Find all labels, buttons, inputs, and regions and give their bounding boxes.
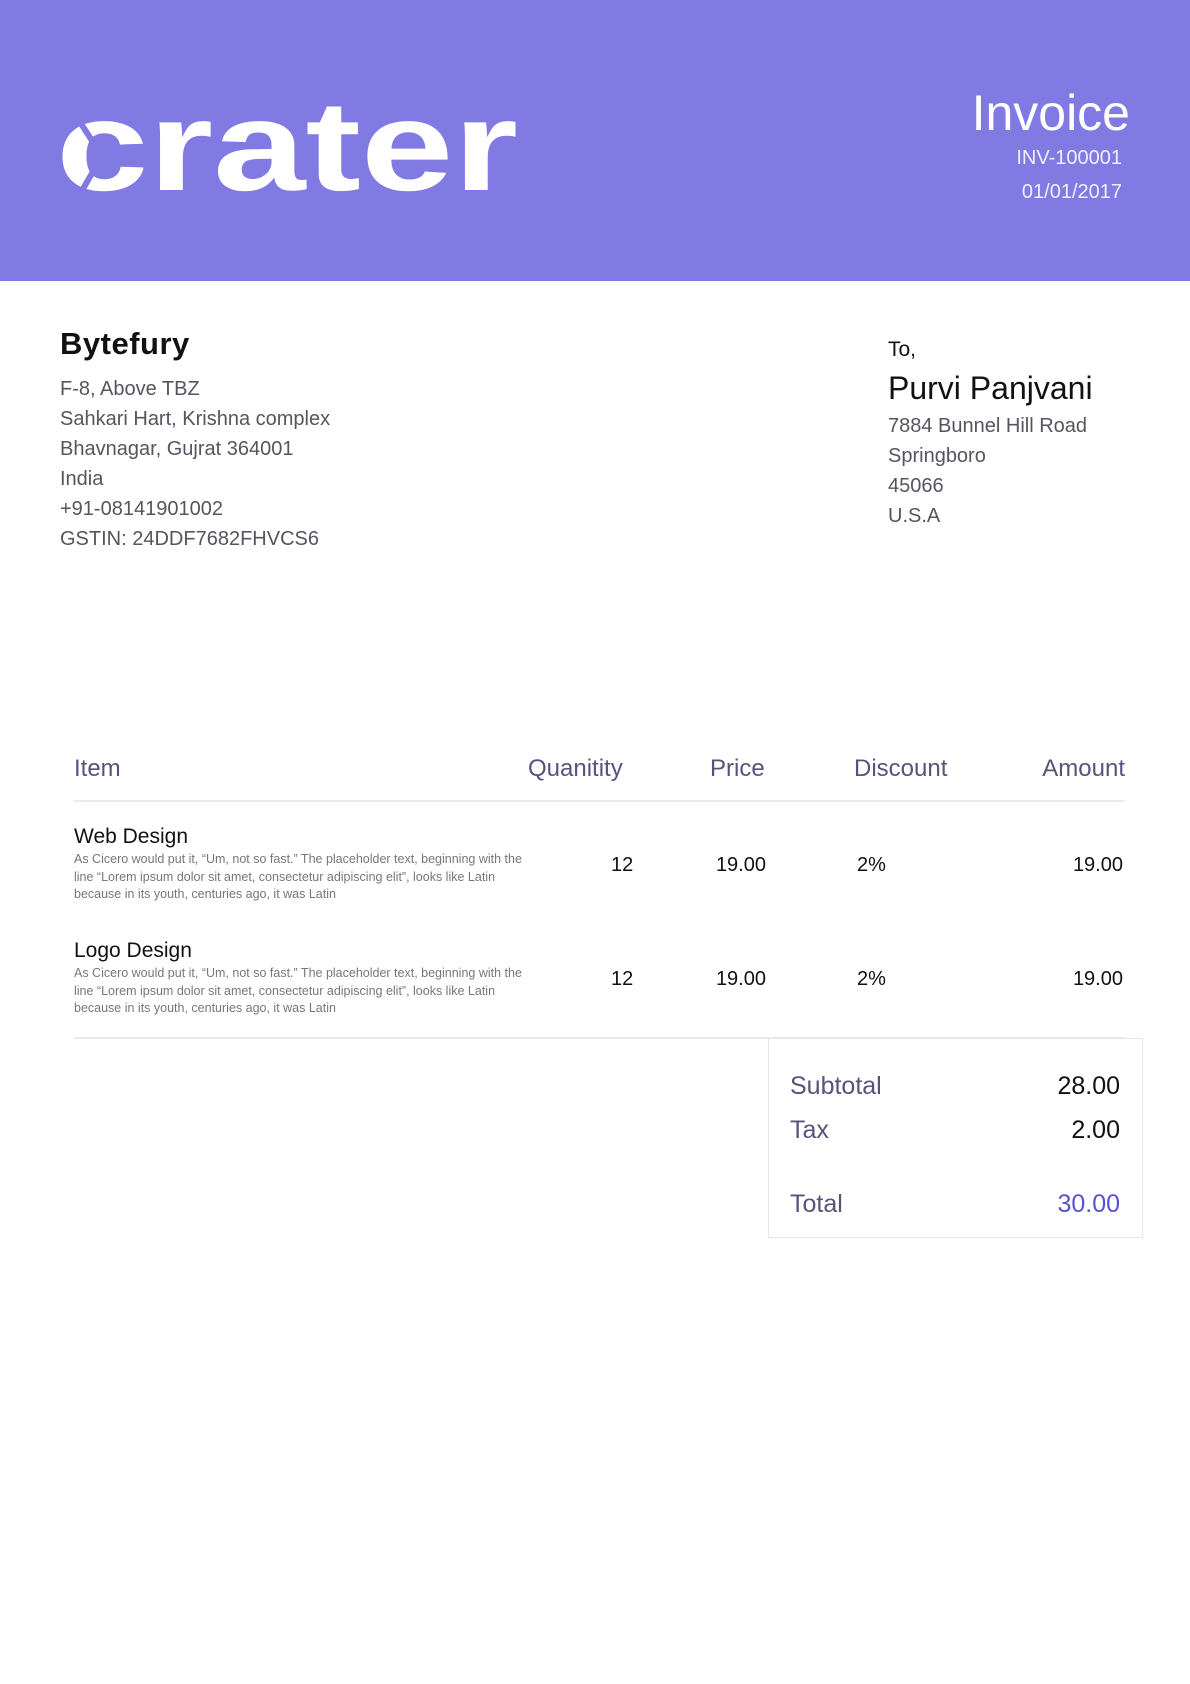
company-name: Bytefury bbox=[60, 326, 190, 361]
invoice-date: 01/01/2017 bbox=[1021, 181, 1122, 203]
company-phone: +91-08141901002 bbox=[60, 498, 223, 520]
company-address-line: Sahkari Hart, Krishna complex bbox=[60, 408, 331, 430]
tax-value: 2.00 bbox=[1071, 1116, 1120, 1144]
tax-label: Tax bbox=[790, 1116, 829, 1144]
header-divider bbox=[74, 800, 1125, 802]
header-discount: Discount bbox=[854, 755, 948, 782]
subtotal-label: Subtotal bbox=[790, 1072, 882, 1100]
item-description: As Cicero would put it, “Um, not so fast… bbox=[74, 852, 522, 901]
invoice-number: INV-100001 bbox=[1016, 147, 1122, 169]
item-discount: 2% bbox=[857, 854, 886, 876]
total-value: 30.00 bbox=[1057, 1190, 1120, 1218]
item-quantity: 12 bbox=[611, 968, 634, 990]
item-name: Logo Design bbox=[74, 939, 192, 962]
billing-prefix: To, bbox=[888, 338, 917, 361]
svg-text:crater: crater bbox=[56, 86, 518, 198]
item-discount: 2% bbox=[857, 968, 886, 990]
total-label: Total bbox=[790, 1190, 843, 1218]
header-price: Price bbox=[710, 755, 765, 782]
billing-name: Purvi Panjvani bbox=[888, 370, 1093, 406]
invoice-title: Invoice bbox=[971, 85, 1130, 141]
item-name: Web Design bbox=[74, 825, 189, 848]
invoice-header: crater Invoice INV-100001 01/01/2017 bbox=[0, 0, 1190, 281]
company-address-line: Bhavnagar, Gujrat 364001 bbox=[60, 438, 294, 460]
crater-logo: crater bbox=[56, 86, 518, 198]
item-description: As Cicero would put it, “Um, not so fast… bbox=[74, 966, 522, 1015]
item-price: 19.00 bbox=[715, 854, 766, 876]
billing-address-line: 7884 Bunnel Hill Road bbox=[888, 415, 1088, 437]
item-amount: 19.00 bbox=[1072, 968, 1123, 990]
company-gstin: GSTIN: 24DDF7682FHVCS6 bbox=[60, 528, 319, 550]
header-amount: Amount bbox=[1042, 755, 1125, 782]
company-address-line: F-8, Above TBZ bbox=[60, 378, 200, 400]
subtotal-value: 28.00 bbox=[1057, 1072, 1120, 1100]
item-quantity: 12 bbox=[611, 854, 634, 876]
billing-address-line: 45066 bbox=[888, 475, 944, 497]
billing-address-line: U.S.A bbox=[888, 505, 941, 527]
table-bottom-divider bbox=[74, 1037, 1125, 1039]
billing-address-line: Springboro bbox=[888, 445, 986, 467]
header-item: Item bbox=[74, 755, 121, 782]
totals-box bbox=[768, 1038, 1143, 1238]
item-amount: 19.00 bbox=[1072, 854, 1123, 876]
company-address-line: India bbox=[60, 468, 104, 490]
item-price: 19.00 bbox=[715, 968, 766, 990]
header-quantity: Quanitity bbox=[528, 755, 623, 782]
